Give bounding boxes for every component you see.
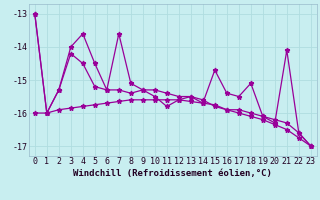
X-axis label: Windchill (Refroidissement éolien,°C): Windchill (Refroidissement éolien,°C) xyxy=(73,169,272,178)
